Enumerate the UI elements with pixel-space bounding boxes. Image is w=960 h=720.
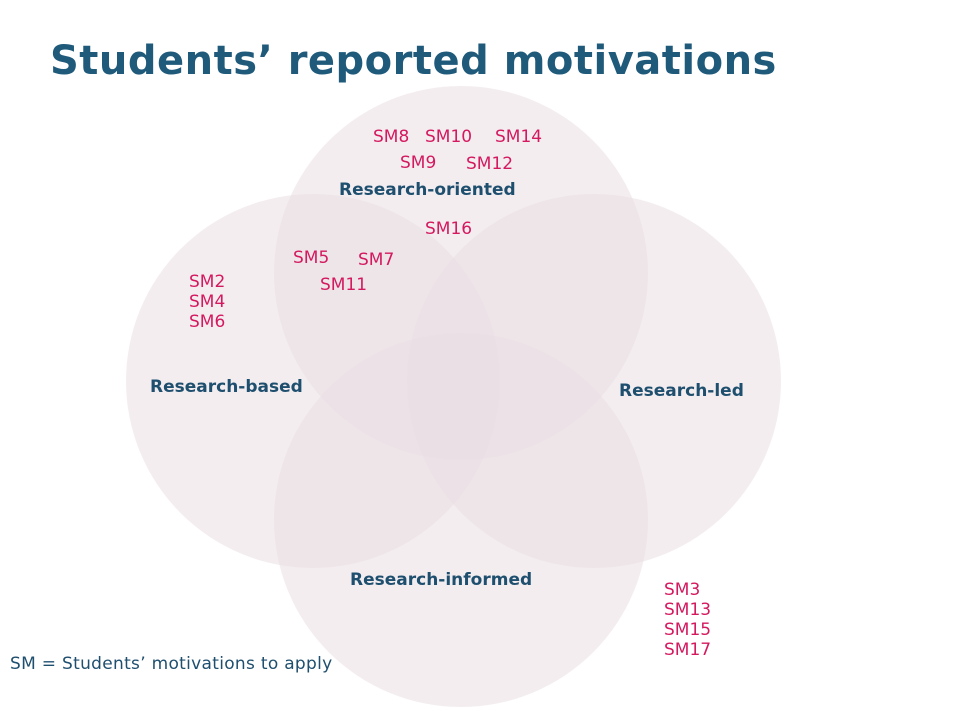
label-research-based: Research-based <box>150 377 303 397</box>
motivation-sm14: SM14 <box>495 127 543 147</box>
circle-research-informed <box>274 333 648 707</box>
motivation-sm7: SM7 <box>358 250 395 270</box>
motivation-sm12: SM12 <box>466 154 514 174</box>
motivation-sm17: SM17 <box>664 640 712 660</box>
motivation-sm9: SM9 <box>400 153 437 173</box>
label-research-led: Research-led <box>619 381 744 401</box>
footnote-legend: SM = Students’ motivations to apply <box>10 654 333 674</box>
motivation-sm11: SM11 <box>320 275 368 295</box>
motivation-sm15: SM15 <box>664 620 712 640</box>
motivation-sm6: SM6 <box>189 312 226 332</box>
label-research-informed: Research-informed <box>350 570 533 590</box>
motivation-sm13: SM13 <box>664 600 712 620</box>
page-title: Students’ reported motivations <box>50 38 777 84</box>
motivation-sm10: SM10 <box>425 127 473 147</box>
motivation-sm4: SM4 <box>189 292 226 312</box>
motivation-sm8: SM8 <box>373 127 410 147</box>
motivation-sm5: SM5 <box>293 248 330 268</box>
motivation-sm2: SM2 <box>189 272 226 292</box>
motivation-sm3: SM3 <box>664 580 701 600</box>
motivation-sm16: SM16 <box>425 219 473 239</box>
motivation-list-outside: SM3 SM13 SM15 SM17 <box>664 580 711 660</box>
motivation-list-research-based: SM2 SM4 SM6 <box>189 272 225 332</box>
label-research-oriented: Research-oriented <box>339 180 516 200</box>
